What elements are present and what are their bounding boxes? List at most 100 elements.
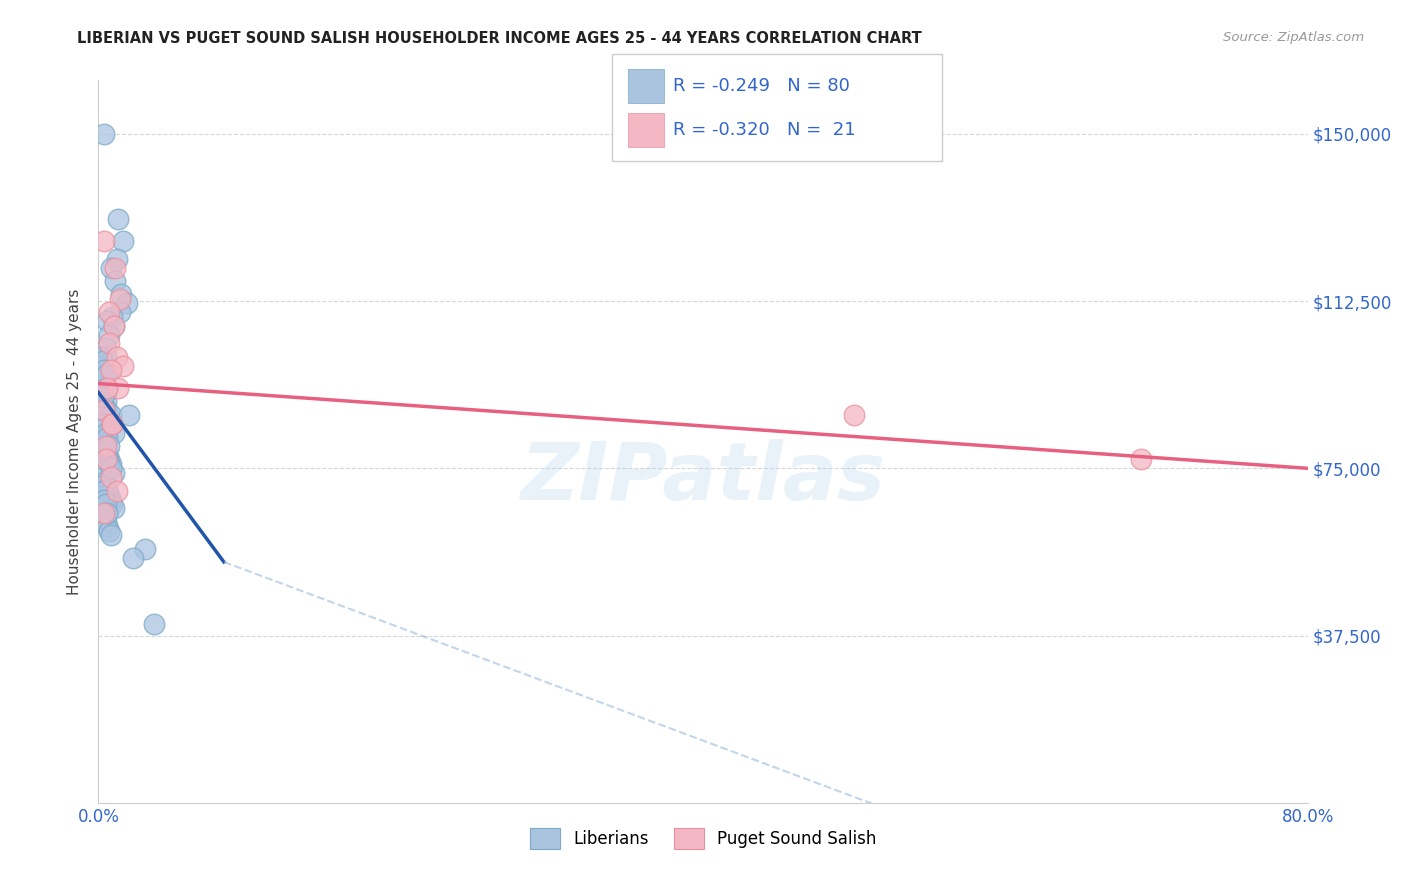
Point: [90, 479, 112, 493]
Point: [90, 430, 112, 444]
Point: [101, 417, 124, 431]
Point: [98, 305, 121, 319]
Point: [91, 399, 114, 413]
Point: [91, 439, 114, 453]
Point: [98, 524, 121, 538]
Point: [93, 475, 115, 489]
Point: [93, 510, 115, 524]
Point: [93, 403, 115, 417]
Text: LIBERIAN VS PUGET SOUND SALISH HOUSEHOLDER INCOME AGES 25 - 44 YEARS CORRELATION: LIBERIAN VS PUGET SOUND SALISH HOUSEHOLD…: [77, 31, 922, 46]
Point: [93, 381, 115, 395]
Point: [98, 452, 121, 467]
Point: [96, 314, 118, 328]
Point: [96, 519, 118, 533]
Point: [91, 385, 114, 400]
Point: [844, 408, 866, 422]
Point: [91, 483, 114, 498]
Point: [101, 417, 124, 431]
Point: [103, 318, 125, 333]
Point: [91, 506, 114, 520]
Point: [103, 466, 125, 480]
Text: Source: ZipAtlas.com: Source: ZipAtlas.com: [1223, 31, 1364, 45]
Point: [101, 310, 124, 324]
Point: [91, 390, 114, 404]
Point: [104, 260, 127, 275]
Point: [93, 403, 115, 417]
Point: [94, 452, 117, 467]
Point: [107, 211, 129, 226]
Point: [100, 528, 122, 542]
Point: [91, 376, 114, 391]
Point: [96, 381, 118, 395]
Point: [94, 341, 117, 355]
Point: [90, 372, 112, 386]
Point: [90, 430, 112, 444]
Point: [91, 470, 114, 484]
Point: [91, 368, 114, 382]
Text: R = -0.249   N = 80: R = -0.249 N = 80: [673, 77, 851, 95]
Point: [93, 363, 115, 377]
Point: [93, 443, 115, 458]
Text: ZIPatlas: ZIPatlas: [520, 439, 886, 516]
Point: [93, 127, 115, 141]
Point: [103, 501, 125, 516]
Point: [96, 430, 118, 444]
Point: [96, 506, 118, 520]
Point: [107, 381, 129, 395]
Point: [134, 541, 156, 556]
Point: [105, 350, 128, 364]
Point: [104, 274, 127, 288]
Point: [1130, 452, 1153, 467]
Point: [96, 452, 118, 467]
Point: [98, 439, 121, 453]
Point: [90, 394, 112, 409]
Point: [94, 443, 117, 458]
Point: [103, 425, 125, 440]
Point: [94, 515, 117, 529]
Point: [98, 457, 121, 471]
Point: [100, 363, 122, 377]
Point: [96, 483, 118, 498]
Point: [98, 327, 121, 342]
Point: [94, 448, 117, 462]
Point: [101, 497, 124, 511]
Point: [93, 421, 115, 435]
Legend: Liberians, Puget Sound Salish: Liberians, Puget Sound Salish: [523, 822, 883, 856]
Point: [108, 305, 131, 319]
Point: [90, 350, 112, 364]
Point: [100, 461, 122, 475]
Point: [103, 318, 125, 333]
Point: [94, 368, 117, 382]
Point: [94, 394, 117, 409]
Point: [94, 350, 117, 364]
Point: [110, 287, 132, 301]
Point: [93, 234, 115, 248]
Point: [143, 617, 166, 632]
Point: [93, 492, 115, 507]
Point: [100, 492, 122, 507]
Point: [100, 408, 122, 422]
Point: [98, 336, 121, 351]
Point: [111, 359, 134, 373]
Point: [94, 479, 117, 493]
Point: [96, 448, 118, 462]
Point: [94, 497, 117, 511]
Point: [96, 381, 118, 395]
Point: [98, 363, 121, 377]
Point: [100, 470, 122, 484]
Point: [93, 439, 115, 453]
Point: [98, 488, 121, 502]
Point: [93, 372, 115, 386]
Point: [94, 439, 117, 453]
Point: [108, 292, 131, 306]
Point: [91, 354, 114, 368]
Point: [96, 403, 118, 417]
Point: [118, 408, 141, 422]
Point: [100, 260, 122, 275]
Point: [94, 385, 117, 400]
Point: [94, 425, 117, 440]
Point: [93, 506, 115, 520]
Point: [100, 457, 122, 471]
Point: [115, 296, 138, 310]
Point: [122, 550, 145, 565]
